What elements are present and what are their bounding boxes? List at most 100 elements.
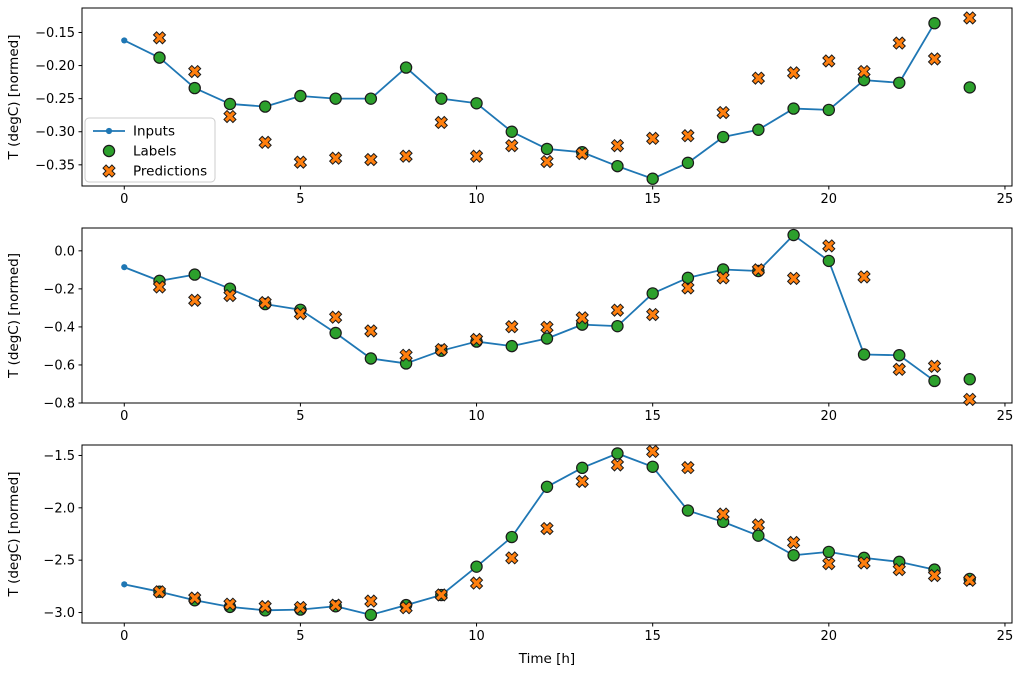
panel-2-y-tick-label: −0.4 [43, 320, 75, 335]
panel-3-predictions-marker [822, 556, 836, 571]
x-axis-label: Time [h] [518, 651, 575, 667]
panel-2-labels-marker [540, 332, 554, 345]
panel-2-labels-marker [893, 349, 906, 362]
panel-1-labels-marker [752, 123, 765, 136]
panel-3-y-tick-label: −1.5 [43, 449, 75, 464]
panel-3-y-tick-label: −3.0 [43, 606, 75, 621]
panel-3-predictions-marker [328, 598, 343, 612]
panel-1-predictions-marker [575, 146, 589, 161]
panel-1-predictions-marker [540, 154, 554, 169]
panel-1-y-tick-label: −0.35 [35, 158, 75, 173]
panel-1-labels-marker [822, 103, 836, 117]
panel-3-y-tick-label: −2.0 [43, 501, 75, 516]
panel-3-x-tick-label: 10 [468, 629, 485, 644]
panel-3-labels-marker [576, 461, 589, 475]
panel-1-predictions-marker [188, 64, 202, 79]
panel-3-frame [81, 444, 1013, 624]
panel-1-predictions-marker [786, 66, 801, 80]
panel-3-predictions-marker [751, 518, 766, 532]
panel-2-predictions-marker [751, 263, 766, 277]
panel-3-predictions-marker [223, 597, 237, 611]
panel-2-x-tick-label: 20 [821, 409, 838, 424]
legend-labels-label: Labels [133, 144, 176, 160]
panel-2-predictions-marker [963, 392, 977, 407]
panel-2-predictions-marker [399, 348, 413, 362]
panel-1-predictions-marker [328, 151, 343, 165]
panel-1-y-tick-label: −0.25 [35, 92, 75, 107]
panel-3-predictions-marker [434, 588, 448, 602]
panel-1-labels-marker [540, 142, 554, 156]
legend-inputs-dot [105, 127, 113, 135]
panel-2-predictions-marker [223, 288, 237, 303]
panel-2-labels-marker [963, 373, 976, 386]
panel-3-x-tick-label: 25 [997, 629, 1014, 644]
panel-3-inputs-marker [121, 581, 128, 588]
panel-2-y-tick-label: −0.8 [43, 397, 75, 412]
panel-1-predictions-marker [892, 36, 906, 50]
panel-1-predictions-marker [293, 155, 308, 169]
panel-1-labels-marker [611, 159, 624, 173]
panel-3-labels-marker [540, 480, 554, 493]
panel-2-predictions-marker [575, 311, 589, 325]
panel-1-labels-marker [963, 81, 976, 94]
panel-3-predictions-marker [152, 585, 167, 599]
panel-1-predictions-marker [223, 109, 237, 124]
panel-3-predictions-marker [505, 551, 519, 565]
panel-2-labels-marker [505, 339, 518, 353]
panel-2-predictions-marker [505, 320, 519, 334]
panel-1-predictions-marker [857, 64, 871, 79]
panel-1-labels-marker [505, 125, 518, 138]
panel-1-labels-marker [470, 97, 483, 110]
panel-2-predictions-marker [822, 239, 836, 253]
panel-3-labels-marker [505, 530, 518, 544]
panel-1-frame [81, 7, 1013, 187]
panel-1-predictions-marker [822, 54, 836, 68]
panel-2-predictions-marker [646, 307, 660, 322]
panel-1-x-tick-label: 10 [468, 192, 485, 207]
panel-2-frame [81, 227, 1013, 404]
panel-1-x-tick-label: 20 [821, 192, 838, 207]
panel-3-x-tick-label: 20 [821, 629, 838, 644]
panel-2-labels-marker [611, 319, 624, 333]
panel-2-predictions-marker [434, 342, 448, 357]
panel-3-predictions-marker [892, 562, 906, 577]
panel-1-labels-marker [223, 97, 237, 111]
panel-3-labels-marker [822, 545, 836, 559]
panel-1-predictions-marker [399, 149, 413, 163]
panel-2-predictions-marker [258, 295, 272, 310]
panel-1-labels-marker [646, 172, 659, 185]
panel-3-predictions-marker [469, 576, 484, 590]
panel-2-predictions-marker [364, 324, 378, 338]
panel-1-labels-marker [153, 51, 166, 64]
panel-2-predictions-marker [152, 280, 167, 294]
panel-3-predictions-marker [927, 568, 942, 583]
panel-1-predictions-marker [927, 52, 942, 66]
panel-3-labels-marker [752, 529, 765, 542]
panel-2-predictions-marker [892, 362, 906, 377]
panel-2-labels-marker [681, 271, 695, 285]
panel-2-x-tick-label: 15 [644, 409, 661, 424]
panel-2-labels-marker [364, 352, 378, 365]
panel-2-labels-marker [646, 287, 659, 300]
panel-1-x-tick-label: 25 [997, 192, 1014, 207]
panel-1-predictions-marker [505, 138, 519, 153]
panel-3-labels-marker [787, 549, 800, 562]
panel-3-predictions-marker [258, 599, 272, 614]
panel-1-predictions-marker [751, 71, 766, 85]
panel-3-predictions-marker [857, 556, 871, 570]
panel-3-predictions-marker [716, 507, 730, 521]
panel-3-predictions-marker [575, 474, 589, 489]
panel-1-y-tick-label: −0.15 [35, 26, 75, 41]
panel-2-labels-marker [329, 326, 342, 340]
panel-1-labels-marker [681, 156, 695, 170]
panel-2-y-tick-label: −0.2 [43, 282, 75, 297]
panel-3-x-tick-label: 5 [296, 629, 304, 644]
panel-2-predictions-marker [469, 332, 484, 347]
panel-2-predictions-marker [786, 271, 801, 286]
panel-1-predictions-marker [258, 135, 272, 150]
legend-predictions-label: Predictions [133, 164, 207, 180]
panel-1-predictions-marker [646, 131, 660, 146]
legend-inputs-label: Inputs [133, 124, 175, 140]
